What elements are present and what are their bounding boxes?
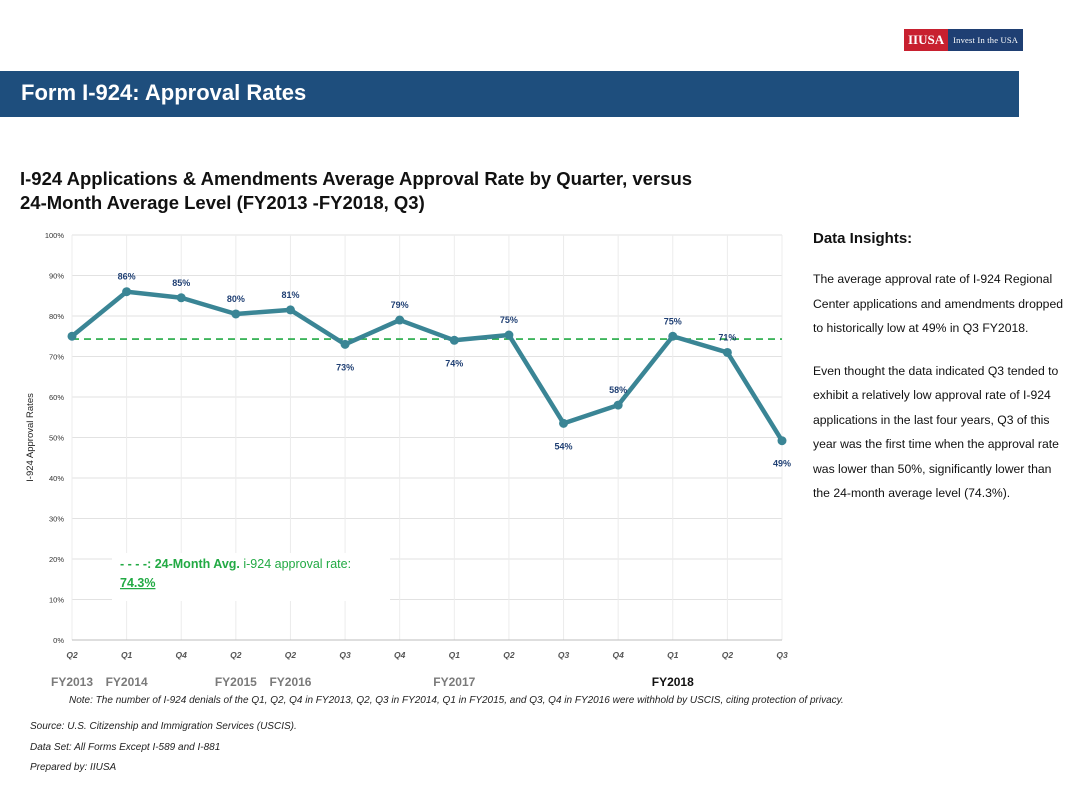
chart-title-line-2: 24-Month Average Level (FY2013 -FY2018, … xyxy=(20,192,425,213)
source-line: Source: U.S. Citizenship and Immigration… xyxy=(30,721,297,732)
x-tick-label: Q2 xyxy=(66,650,78,660)
series-line xyxy=(69,289,785,443)
y-tick-label: 0% xyxy=(53,636,64,645)
y-tick-label: 60% xyxy=(49,393,64,402)
y-tick-label: 50% xyxy=(49,434,64,443)
x-tick-label: Q3 xyxy=(776,650,788,660)
fiscal-year-label: FY2016 xyxy=(269,675,311,689)
iiusa-logo: IIUSA Invest In the USA xyxy=(904,29,1024,51)
legend-bold-part: - - - -: 24-Month Avg. xyxy=(120,557,243,571)
data-point xyxy=(122,287,132,297)
data-label: 49% xyxy=(773,459,791,469)
data-label: 80% xyxy=(227,294,245,304)
insights-paragraph-2: Even thought the data indicated Q3 tende… xyxy=(813,363,1059,501)
data-label: 73% xyxy=(336,362,354,372)
y-tick-label: 70% xyxy=(49,353,64,362)
x-tick-label: Q4 xyxy=(394,650,406,660)
insights-paragraph-1: The average approval rate of I-924 Regio… xyxy=(813,272,1064,335)
legend-background xyxy=(112,553,390,601)
data-label: 71% xyxy=(718,332,736,342)
logo-mark: IIUSA xyxy=(904,29,949,51)
x-tick-label: Q1 xyxy=(667,650,679,660)
data-label: 74% xyxy=(445,358,463,368)
x-tick-label: Q2 xyxy=(722,650,734,660)
data-point xyxy=(340,339,350,349)
header-banner: Form I-924: Approval Rates xyxy=(0,71,1019,117)
data-point xyxy=(504,330,514,340)
data-point xyxy=(67,331,77,341)
x-tick-label: Q2 xyxy=(230,650,242,660)
page-title: Form I-924: Approval Rates xyxy=(21,80,307,105)
fiscal-year-label: FY2017 xyxy=(433,675,475,689)
data-point xyxy=(231,309,241,319)
data-point xyxy=(449,335,459,345)
y-tick-label: 10% xyxy=(49,596,64,605)
x-tick-label: Q2 xyxy=(503,650,515,660)
footnote: Note: The number of I-924 denials of the… xyxy=(69,695,844,706)
data-point xyxy=(613,400,623,410)
y-tick-label: 20% xyxy=(49,555,64,564)
data-point xyxy=(395,315,405,325)
insights-title: Data Insights: xyxy=(813,230,913,247)
x-tick-label: Q3 xyxy=(558,650,570,660)
data-label: 54% xyxy=(555,441,573,451)
data-label: 79% xyxy=(391,300,409,310)
data-insights-panel: Data Insights: The average approval rate… xyxy=(813,230,1063,524)
y-axis-title: I-924 Approval Rates xyxy=(25,393,36,482)
data-label: 86% xyxy=(118,272,136,282)
x-tick-label: Q2 xyxy=(285,650,297,660)
data-label: 81% xyxy=(281,290,299,300)
prepared-by-line: Prepared by: IIUSA xyxy=(30,762,117,773)
x-tick-label: Q1 xyxy=(121,650,133,660)
legend-value: 74.3% xyxy=(120,576,155,590)
chart-title-line-1: I-924 Applications & Amendments Average … xyxy=(20,168,693,189)
fiscal-year-label: FY2013 xyxy=(51,675,93,689)
legend-rest-part: i-924 approval rate: xyxy=(243,557,351,571)
data-point xyxy=(559,418,569,428)
y-tick-label: 30% xyxy=(49,515,64,524)
data-point xyxy=(176,293,186,303)
fiscal-year-label: FY2018 xyxy=(652,675,694,689)
data-label: 75% xyxy=(664,316,682,326)
y-tick-label: 80% xyxy=(49,312,64,321)
y-tick-label: 40% xyxy=(49,474,64,483)
chart-title: I-924 Applications & Amendments Average … xyxy=(20,167,760,215)
data-label: 75% xyxy=(500,315,518,325)
fiscal-year-label: FY2014 xyxy=(106,675,148,689)
legend-text: - - - -: 24-Month Avg. i-924 approval ra… xyxy=(120,557,351,571)
data-point xyxy=(285,305,295,315)
x-tick-label: Q4 xyxy=(176,650,188,660)
data-label: 58% xyxy=(609,385,627,395)
data-point xyxy=(722,347,732,357)
x-tick-label: Q4 xyxy=(612,650,624,660)
fiscal-year-label: FY2015 xyxy=(215,675,257,689)
dataset-line: Data Set: All Forms Except I-589 and I-8… xyxy=(30,742,221,753)
x-tick-label: Q1 xyxy=(449,650,461,660)
x-tick-label: Q3 xyxy=(339,650,351,660)
logo-tagline: Invest In the USA xyxy=(948,29,1024,51)
data-point xyxy=(668,331,678,341)
y-tick-label: 90% xyxy=(49,272,64,281)
y-tick-label: 100% xyxy=(45,231,65,240)
data-point xyxy=(777,436,787,446)
data-label: 85% xyxy=(172,278,190,288)
